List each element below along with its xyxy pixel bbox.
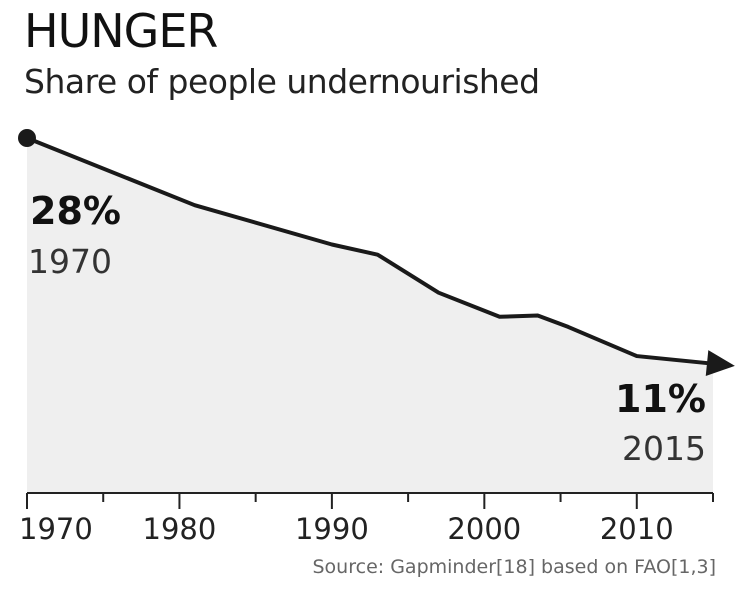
x-tick-label: 2010: [600, 512, 674, 546]
x-tick-label: 1970: [19, 512, 93, 546]
x-tick-label: 1990: [295, 512, 369, 546]
end-value-label: 11%: [615, 377, 706, 421]
series-line: [26, 136, 714, 366]
chart-title: HUNGER: [24, 4, 218, 58]
end-arrow-icon: [705, 350, 735, 377]
area-fill: [27, 138, 713, 493]
x-axis-ticks: 1970 1980 1990 2000 2010: [19, 493, 714, 546]
source-note: Source: Gapminder[18] based on FAO[1,3]: [312, 556, 717, 578]
start-year-label: 1970: [28, 242, 112, 281]
start-value-label: 28%: [30, 189, 121, 233]
start-point-marker: [18, 129, 36, 147]
x-tick-label: 1980: [143, 512, 217, 546]
x-tick-label: 2000: [447, 512, 521, 546]
end-year-label: 2015: [622, 429, 706, 468]
chart-subtitle: Share of people undernourished: [24, 62, 540, 101]
